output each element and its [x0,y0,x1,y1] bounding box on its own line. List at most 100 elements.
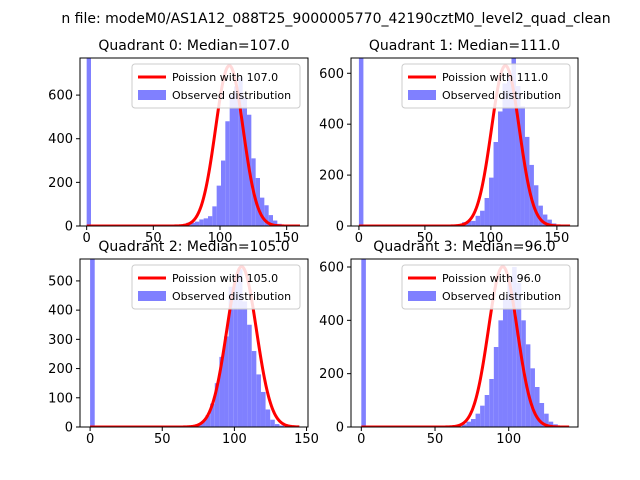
y-tick-label: 500 [48,274,73,289]
legend: Poission with 107.0 Observed distribution [131,63,301,109]
histogram-bar [265,409,271,427]
legend-box [401,264,571,310]
histogram-bar [224,336,229,427]
histogram-bar [242,97,247,226]
histogram-bar [507,277,513,427]
poisson-fit-line [89,265,301,427]
y-tick-label: 200 [319,169,344,184]
histogram-bar [502,83,507,226]
y-tick-label: 400 [48,132,73,147]
axes-frame [350,258,579,428]
x-tick-label: 100 [496,432,521,447]
legend-label-fit: Poission with 96.0 [442,272,541,285]
histogram-bar [260,197,265,226]
legend-label-observed: Observed distribution [172,89,291,102]
x-tick-label: 0 [355,231,363,246]
histogram-bar [86,58,91,226]
histogram-bar [484,395,490,427]
x-tick-label: 150 [294,432,319,447]
histogram-bar [475,215,481,226]
x-tick-label: 150 [274,231,299,246]
legend-label-observed: Observed distribution [442,89,561,102]
histogram-bar [264,205,269,226]
histogram-bar [493,347,499,427]
y-tick-label: 200 [48,362,73,377]
histogram-bar [256,374,261,427]
x-tick-label: 100 [208,231,233,246]
y-tick-label: 400 [48,304,73,319]
y-tick-label: 600 [48,89,73,104]
histogram-bar [225,121,230,226]
histogram-bar [548,421,554,427]
legend-hist-swatch [138,291,166,301]
legend: Poission with 105.0 Observed distribution [131,264,301,310]
subplot-title: Quadrant 3: Median=96.0 [373,239,555,255]
legend-hist-swatch [138,90,166,100]
histogram-bar [221,160,226,226]
histogram-bars [90,259,285,427]
histogram-bar [506,73,512,226]
x-tick-label: 150 [544,231,569,246]
histogram-bar [466,220,472,226]
histogram-bar [268,215,273,226]
y-tick-label: 200 [48,176,73,191]
histogram-bar [534,387,540,427]
y-tick-label: 0 [65,220,73,235]
y-tick-label: 200 [319,367,344,382]
subplot-title: Quadrant 0: Median=107.0 [98,38,289,54]
subplot-title: Quadrant 2: Median=105.0 [98,239,289,255]
histogram-bar [212,206,217,226]
subplot-quadrant-1: Quadrant 1: Median=111.0 0 50 100 150 0 200 400… [319,38,579,246]
y-tick-label: 0 [336,421,344,436]
histogram-bar [547,219,552,226]
histogram-bar [493,142,499,226]
histogram-bar [205,415,211,427]
legend-box [131,264,301,310]
histogram-bar [255,178,260,226]
histogram-bar [498,320,503,427]
x-tick-label: 50 [145,231,162,246]
histogram-bar [461,424,467,427]
y-tick-label: 0 [65,421,73,436]
poisson-fit-line [360,265,570,427]
histogram-bar [538,205,543,226]
poisson-fit-line [358,64,571,226]
legend-label-fit: Poission with 111.0 [442,71,548,84]
axes-frame [79,258,309,428]
x-tick-label: 50 [427,432,444,447]
poisson-fit-line [85,64,301,226]
histogram-bar [228,286,234,427]
x-tick-label: 0 [357,432,365,447]
histogram-bar [511,58,516,226]
histogram-bar [475,413,481,427]
histogram-bar [247,324,252,427]
x-tick-label: 0 [86,432,94,447]
histogram-bar [520,106,525,226]
legend-label-observed: Observed distribution [172,290,291,303]
histogram-bar [498,111,503,226]
histogram-bar [530,368,535,427]
histogram-bar [358,58,364,226]
histogram-bar [251,351,257,427]
histogram-bar [210,403,215,427]
histogram-bar [274,424,280,427]
histogram-bar [229,95,234,226]
y-tick-label: 0 [336,220,344,235]
legend-box [401,63,571,109]
histogram-bar [542,214,548,226]
histogram-bar [361,259,366,427]
histogram-bar [516,283,522,427]
histogram-bar [466,421,471,427]
histogram-bar [502,299,508,427]
y-tick-label: 400 [319,314,344,329]
histogram-bar [234,86,239,226]
histogram-bar [233,275,238,427]
subplot-quadrant-0: Quadrant 0: Median=107.0 0 50 100 150 0 200 400… [48,38,309,246]
x-tick-label: 100 [478,231,503,246]
legend-label-fit: Poission with 107.0 [172,71,278,84]
legend: Poission with 111.0 Observed distribution [401,63,571,109]
histogram-bar [489,177,494,226]
histogram-bar [195,221,200,226]
y-tick-label: 400 [319,118,344,133]
